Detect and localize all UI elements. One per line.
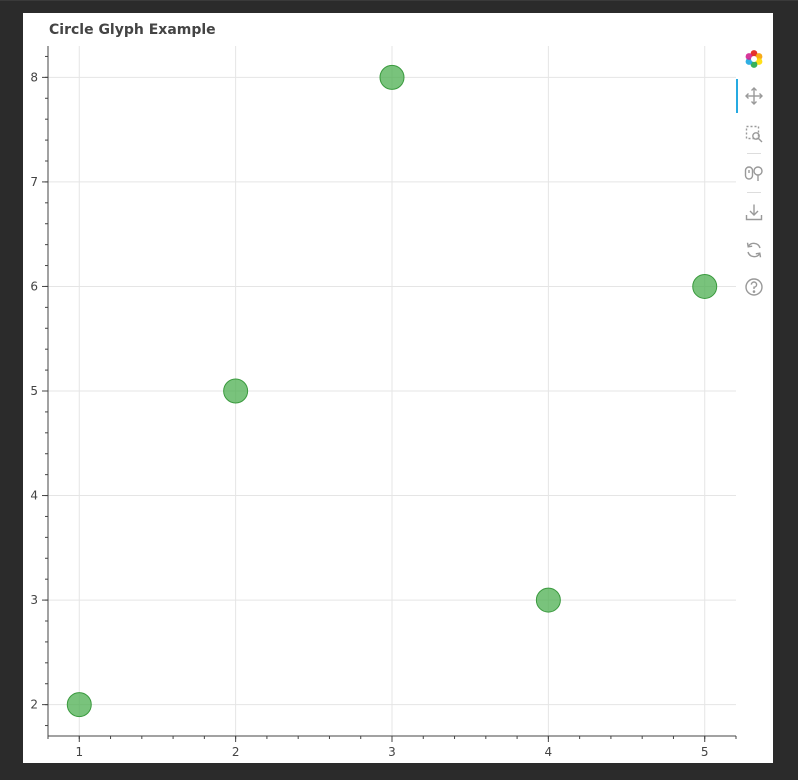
- data-point: [66, 692, 92, 718]
- plot-svg[interactable]: 1 2 3 4 5 2 3 4 5 6 7 8: [23, 13, 773, 763]
- y-tick-label: 3: [30, 593, 38, 607]
- y-tick-label: 5: [30, 384, 38, 398]
- x-tick-label: 2: [232, 745, 240, 759]
- data-points: [66, 64, 718, 718]
- y-tick-label: 8: [30, 70, 38, 84]
- wheel-zoom-icon[interactable]: [741, 160, 767, 186]
- window-frame: [0, 0, 798, 14]
- x-tick-label: 3: [388, 745, 396, 759]
- y-tick-label: 2: [30, 698, 38, 712]
- x-tick-label: 1: [75, 745, 83, 759]
- toolbar: [735, 46, 773, 316]
- bokeh-logo-icon[interactable]: [741, 46, 767, 72]
- pan-icon[interactable]: [741, 83, 767, 109]
- plot-canvas[interactable]: Circle Glyph Example 1 2 3 4 5 2 3 4 5 6 7 8: [23, 13, 773, 763]
- chart-title: Circle Glyph Example: [49, 22, 216, 38]
- data-point: [379, 64, 405, 90]
- toolbar-separator: [747, 192, 761, 193]
- toolbar-separator: [747, 153, 761, 154]
- data-point: [535, 587, 561, 613]
- data-point: [223, 378, 249, 404]
- box-zoom-icon[interactable]: [741, 121, 767, 147]
- grid: [48, 46, 736, 736]
- active-tool-indicator: [736, 79, 738, 113]
- y-tick-label: 4: [30, 489, 38, 503]
- y-tick-label: 6: [30, 279, 38, 293]
- x-tick-label: 5: [701, 745, 709, 759]
- help-icon[interactable]: [741, 274, 767, 300]
- x-tick-label: 4: [545, 745, 553, 759]
- y-tick-label: 7: [30, 175, 38, 189]
- axes: 1 2 3 4 5 2 3 4 5 6 7 8: [30, 46, 737, 759]
- data-point: [692, 273, 718, 299]
- save-icon[interactable]: [741, 199, 767, 225]
- reset-icon[interactable]: [741, 237, 767, 263]
